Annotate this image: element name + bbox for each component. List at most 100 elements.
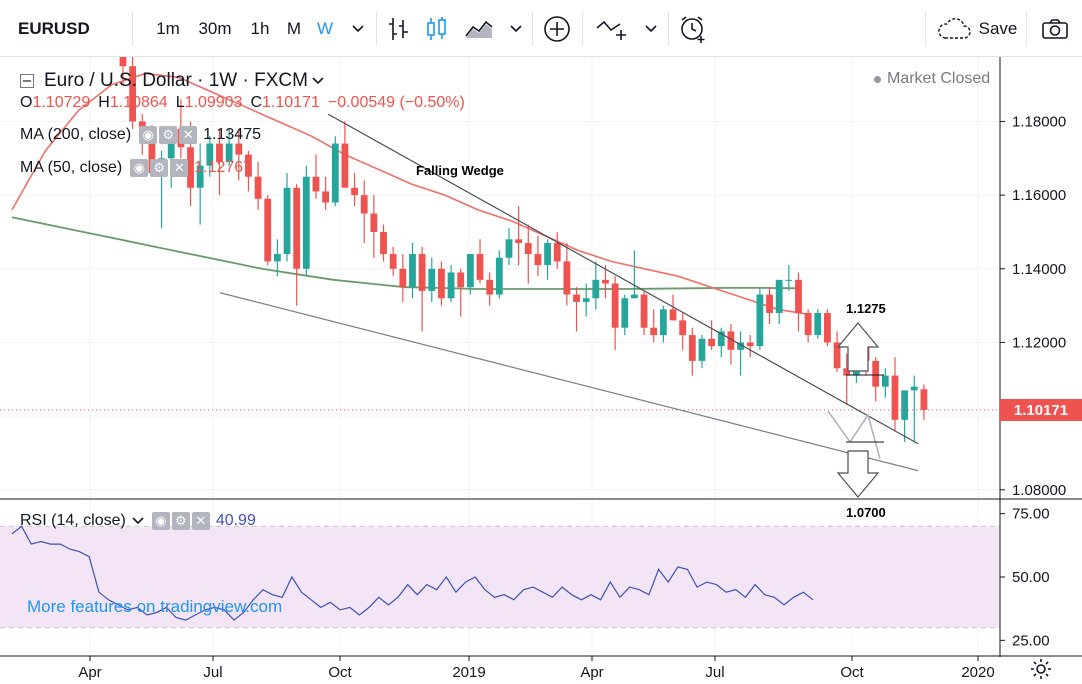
candle-up: [698, 338, 706, 361]
candle-down: [245, 154, 252, 177]
candle-down: [843, 368, 851, 376]
chevron-down-icon: [132, 517, 144, 525]
candles-button[interactable]: [422, 0, 452, 57]
toolbar-divider: [376, 12, 377, 46]
candle-down: [727, 331, 735, 350]
pattern-label: Falling Wedge: [416, 163, 504, 178]
candle-up: [331, 143, 339, 203]
candle-down: [804, 312, 812, 336]
candle-up: [659, 309, 667, 336]
candle-up: [582, 298, 590, 302]
candle-up: [283, 187, 291, 255]
close-icon[interactable]: ✕: [179, 126, 198, 144]
candle-up: [196, 165, 204, 188]
rsi-tick-label: 50.00: [1012, 569, 1050, 586]
candle-down: [418, 254, 426, 291]
close-label: C: [250, 94, 263, 111]
candle-down: [360, 195, 368, 214]
watermark-link[interactable]: More features on tradingview.com: [27, 597, 283, 616]
candle-down: [351, 187, 358, 196]
rsi-legend[interactable]: RSI (14, close) ◉ ⚙ ✕ 40.99: [20, 512, 256, 530]
interval-m[interactable]: M: [286, 18, 302, 38]
close-icon[interactable]: ✕: [191, 512, 210, 530]
candle-up: [901, 390, 909, 420]
ma50-legend[interactable]: MA (50, close) ◉ ⚙ ✕ 1.12767: [20, 159, 252, 177]
candle-down: [872, 360, 880, 387]
candle-down: [187, 147, 194, 188]
time-tick-label: Oct: [840, 664, 864, 681]
candle-down: [669, 309, 677, 321]
time-tick-label: Oct: [328, 664, 352, 681]
low-label: L: [175, 94, 185, 111]
candle-down: [766, 294, 773, 313]
time-tick-label: 2020: [961, 664, 994, 681]
save-button[interactable]: Save: [934, 0, 1020, 57]
candle-down: [795, 279, 802, 313]
symbol-search[interactable]: EURUSD: [18, 18, 90, 38]
gear-icon[interactable]: ⚙: [150, 159, 169, 177]
bar-style-button[interactable]: [384, 0, 414, 57]
gear-icon[interactable]: ⚙: [159, 126, 178, 144]
price-tick-label: 1.12000: [1012, 334, 1066, 351]
snapshot-button[interactable]: [1036, 0, 1074, 57]
price-tick-label: 1.14000: [1012, 261, 1066, 278]
candle-up: [785, 279, 793, 281]
candle-down: [688, 335, 696, 361]
chart-canvas[interactable]: 1.180001.160001.140001.120001.100001.080…: [0, 57, 1082, 684]
candle-down: [322, 191, 330, 203]
candle-up: [495, 257, 503, 295]
gear-icon[interactable]: ⚙: [171, 512, 190, 530]
chart-style-dropdown[interactable]: [505, 0, 527, 57]
candle-up: [273, 254, 281, 262]
toolbar-divider: [1026, 12, 1027, 46]
rsi-band: [0, 526, 1000, 628]
toolbar: EURUSD 1m 30m 1h M W Save: [0, 0, 1082, 57]
candle-down: [438, 268, 445, 299]
legend-title[interactable]: Euro / U.S. Dollar · 1W · FXCM: [20, 70, 324, 92]
chevron-down-icon: [312, 77, 324, 85]
interval-w[interactable]: W: [316, 18, 334, 38]
candle-up: [409, 254, 416, 288]
ma200-legend[interactable]: MA (200, close) ◉ ⚙ ✕ 1.13475: [20, 126, 261, 144]
candle-down: [891, 375, 899, 420]
interval-1h[interactable]: 1h: [250, 18, 270, 38]
rsi-series-line: [11, 525, 814, 621]
ma50-value: 1.12767: [194, 159, 253, 176]
rsi-label: RSI (14, close): [20, 512, 126, 529]
gear-icon[interactable]: [1030, 658, 1052, 680]
compare-icon: [596, 20, 626, 40]
candle-down: [254, 176, 262, 199]
compare-dropdown[interactable]: [640, 0, 662, 57]
ma200-value: 1.13475: [203, 126, 261, 143]
interval-30m[interactable]: 30m: [198, 18, 232, 38]
close-icon[interactable]: ✕: [170, 159, 189, 177]
candle-down: [235, 143, 243, 155]
collapse-icon[interactable]: [20, 74, 34, 88]
open-label: O: [20, 94, 33, 111]
eye-icon[interactable]: ◉: [130, 159, 149, 177]
candle-up: [592, 279, 600, 299]
candle-up: [621, 298, 629, 328]
candle-up: [505, 239, 513, 258]
ma50-line: [11, 72, 812, 316]
candle-down: [602, 279, 609, 284]
area-style-button[interactable]: [462, 0, 496, 57]
eye-icon[interactable]: ◉: [151, 512, 170, 530]
toolbar-divider: [532, 12, 533, 46]
candle-down: [148, 136, 156, 174]
rsi-line: [11, 525, 814, 621]
toolbar-divider: [132, 12, 133, 46]
price-tick-label: 1.18000: [1012, 113, 1066, 130]
eye-icon[interactable]: ◉: [139, 126, 158, 144]
cloud-icon: [937, 17, 971, 39]
plus-circle-icon: [544, 15, 570, 42]
add-indicator-button[interactable]: [540, 0, 574, 57]
alert-button[interactable]: [674, 0, 712, 57]
interval-dropdown[interactable]: [346, 0, 370, 57]
toolbar-divider: [925, 12, 926, 46]
candle-up: [225, 143, 233, 162]
rsi-tick-label: 75.00: [1012, 506, 1050, 523]
candle-up: [447, 272, 455, 299]
compare-button[interactable]: [592, 0, 632, 57]
interval-1m[interactable]: 1m: [156, 18, 180, 38]
